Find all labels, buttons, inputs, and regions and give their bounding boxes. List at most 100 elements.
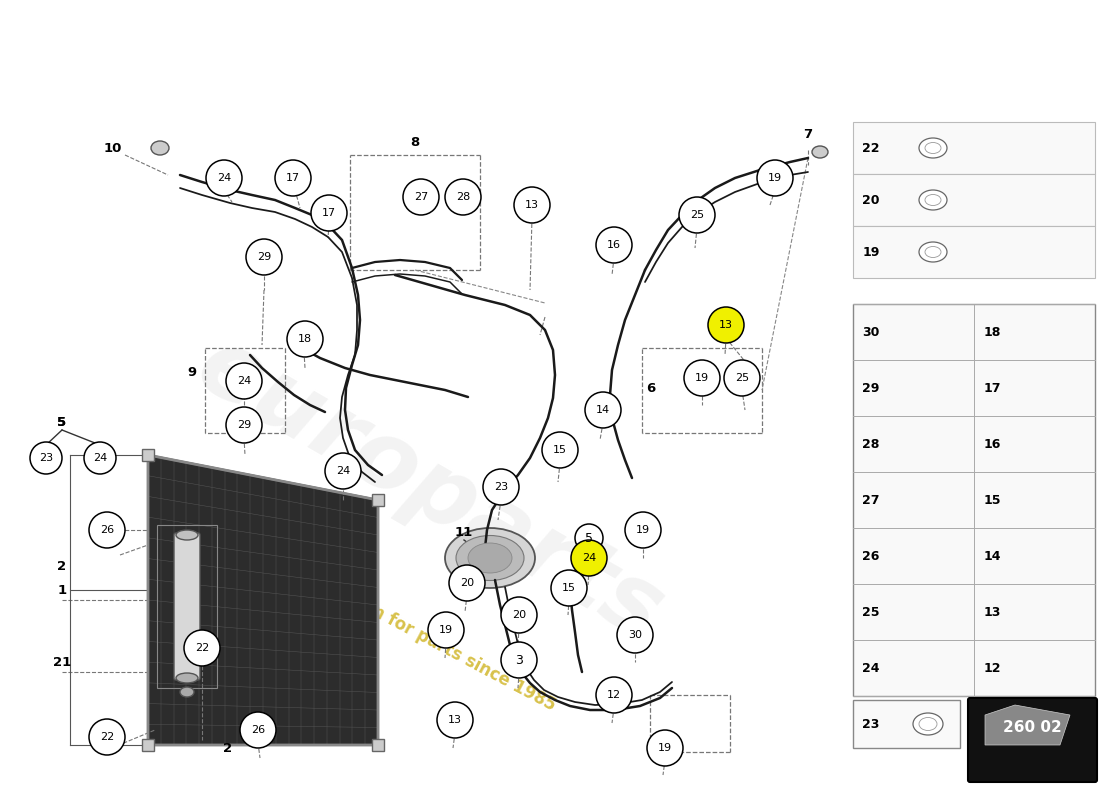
- Circle shape: [724, 360, 760, 396]
- Text: 15: 15: [983, 494, 1001, 506]
- Text: 25: 25: [862, 606, 880, 618]
- Text: 10: 10: [103, 142, 122, 154]
- Ellipse shape: [913, 713, 943, 735]
- Text: 5: 5: [57, 417, 67, 430]
- Text: 24: 24: [92, 453, 107, 463]
- Text: 18: 18: [298, 334, 312, 344]
- Text: 5: 5: [585, 531, 593, 545]
- Ellipse shape: [918, 190, 947, 210]
- Circle shape: [206, 160, 242, 196]
- Text: a passion for parts since 1985: a passion for parts since 1985: [301, 566, 559, 714]
- Ellipse shape: [446, 528, 535, 588]
- Circle shape: [30, 442, 62, 474]
- Text: 19: 19: [636, 525, 650, 535]
- Text: 19: 19: [862, 246, 880, 258]
- Ellipse shape: [925, 246, 940, 258]
- FancyBboxPatch shape: [852, 700, 960, 748]
- Text: 26: 26: [251, 725, 265, 735]
- Text: 15: 15: [562, 583, 576, 593]
- Ellipse shape: [180, 687, 194, 697]
- FancyBboxPatch shape: [142, 739, 154, 751]
- Text: 19: 19: [439, 625, 453, 635]
- Text: europarts: europarts: [180, 320, 679, 660]
- Circle shape: [226, 363, 262, 399]
- Circle shape: [437, 702, 473, 738]
- Circle shape: [428, 612, 464, 648]
- Circle shape: [757, 160, 793, 196]
- Circle shape: [679, 197, 715, 233]
- Ellipse shape: [812, 146, 828, 158]
- Ellipse shape: [918, 138, 947, 158]
- Circle shape: [240, 712, 276, 748]
- Text: 23: 23: [39, 453, 53, 463]
- Ellipse shape: [918, 242, 947, 262]
- Circle shape: [585, 392, 622, 428]
- Text: 14: 14: [983, 550, 1001, 562]
- Text: 27: 27: [414, 192, 428, 202]
- Polygon shape: [148, 455, 378, 745]
- Text: 28: 28: [862, 438, 880, 450]
- Text: 16: 16: [607, 240, 621, 250]
- Text: 14: 14: [596, 405, 611, 415]
- Ellipse shape: [176, 673, 198, 683]
- FancyBboxPatch shape: [852, 304, 1094, 696]
- Circle shape: [596, 227, 632, 263]
- Text: 8: 8: [410, 135, 419, 149]
- FancyBboxPatch shape: [968, 698, 1097, 782]
- Text: 30: 30: [628, 630, 642, 640]
- Ellipse shape: [925, 194, 940, 206]
- Text: 20: 20: [862, 194, 880, 206]
- Ellipse shape: [151, 141, 169, 155]
- Text: 17: 17: [983, 382, 1001, 394]
- Text: 11: 11: [455, 526, 473, 538]
- Circle shape: [684, 360, 721, 396]
- Circle shape: [403, 179, 439, 215]
- Text: 24: 24: [582, 553, 596, 563]
- Text: 29: 29: [257, 252, 271, 262]
- Text: 13: 13: [983, 606, 1001, 618]
- Circle shape: [625, 512, 661, 548]
- FancyBboxPatch shape: [372, 739, 384, 751]
- Text: 19: 19: [658, 743, 672, 753]
- Polygon shape: [984, 705, 1070, 745]
- Ellipse shape: [925, 142, 940, 154]
- Circle shape: [500, 642, 537, 678]
- Text: 22: 22: [195, 643, 209, 653]
- Ellipse shape: [176, 530, 198, 540]
- Circle shape: [514, 187, 550, 223]
- Ellipse shape: [456, 535, 524, 581]
- Text: 24: 24: [862, 662, 880, 674]
- Circle shape: [551, 570, 587, 606]
- Text: 25: 25: [735, 373, 749, 383]
- FancyBboxPatch shape: [852, 226, 1094, 278]
- FancyBboxPatch shape: [142, 449, 154, 461]
- FancyBboxPatch shape: [852, 122, 1094, 174]
- Text: 21: 21: [53, 655, 72, 669]
- Circle shape: [500, 597, 537, 633]
- Circle shape: [483, 469, 519, 505]
- Circle shape: [617, 617, 653, 653]
- Circle shape: [275, 160, 311, 196]
- Circle shape: [89, 512, 125, 548]
- Text: 16: 16: [983, 438, 1001, 450]
- Text: 27: 27: [862, 494, 880, 506]
- Circle shape: [446, 179, 481, 215]
- Circle shape: [184, 630, 220, 666]
- Text: 7: 7: [803, 129, 813, 142]
- Text: 29: 29: [862, 382, 880, 394]
- Text: 23: 23: [494, 482, 508, 492]
- Text: 1: 1: [57, 583, 67, 597]
- Text: 22: 22: [100, 732, 114, 742]
- Text: 9: 9: [187, 366, 197, 379]
- Text: 23: 23: [862, 718, 880, 730]
- Text: 260 02: 260 02: [1002, 721, 1062, 735]
- Text: 28: 28: [455, 192, 470, 202]
- Circle shape: [596, 677, 632, 713]
- Circle shape: [226, 407, 262, 443]
- Text: 20: 20: [460, 578, 474, 588]
- Text: 12: 12: [607, 690, 621, 700]
- Circle shape: [311, 195, 346, 231]
- Text: 26: 26: [100, 525, 114, 535]
- Text: 13: 13: [719, 320, 733, 330]
- Text: 20: 20: [512, 610, 526, 620]
